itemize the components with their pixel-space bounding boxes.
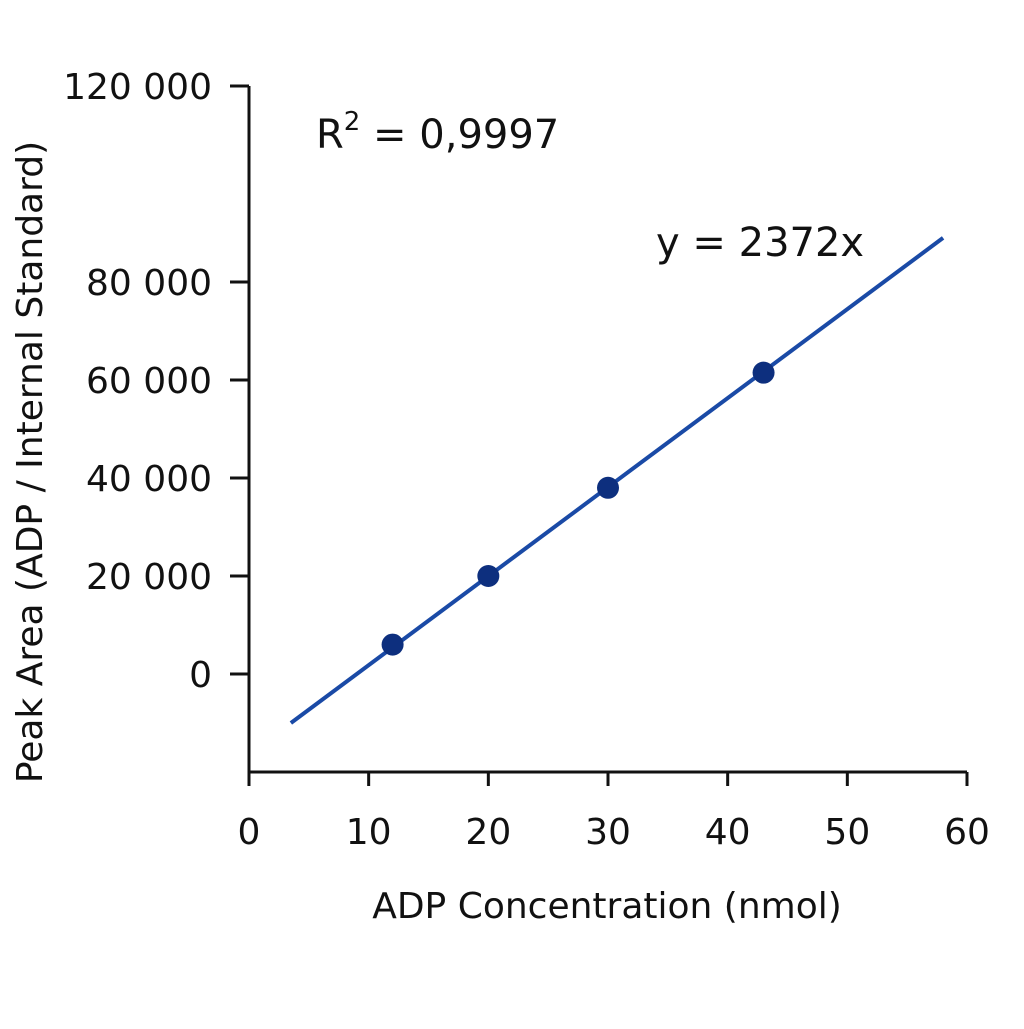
x-tick-label: 10: [346, 812, 392, 853]
y-axis-title: Peak Area (ADP / Internal Standard): [10, 141, 51, 783]
r-squared-exponent: 2: [344, 107, 361, 137]
y-tick-label: 80 000: [86, 263, 212, 304]
x-tick-label: 50: [824, 812, 870, 853]
data-point: [477, 565, 500, 587]
x-tick-label: 20: [465, 812, 511, 853]
r-squared-value: = 0,9997: [360, 112, 559, 158]
equation-annotation: y = 2372x: [656, 220, 864, 266]
r-squared-symbol: R: [316, 112, 344, 158]
y-tick-label: 0: [189, 655, 212, 696]
y-tick-label: 60 000: [86, 361, 212, 402]
y-tick-label: 120 000: [63, 67, 212, 108]
x-axis-title: ADP Concentration (nmol): [372, 886, 842, 927]
x-tick-label: 40: [705, 812, 751, 853]
data-point: [597, 476, 619, 499]
x-tick-label: 30: [585, 812, 631, 853]
y-tick-label: 40 000: [86, 459, 212, 500]
axes: 0 10 20 30 40 50 60 0 20 000 40 000 60 000 80 000 12…: [63, 67, 990, 853]
x-tick-label: 60: [944, 812, 990, 853]
data-points: [381, 361, 775, 656]
data-point: [381, 633, 404, 656]
y-tick-label: 20 000: [86, 557, 212, 598]
x-tick-label: 0: [238, 812, 261, 853]
r-squared-annotation: R2 = 0,9997: [316, 107, 559, 158]
data-point: [752, 361, 775, 384]
